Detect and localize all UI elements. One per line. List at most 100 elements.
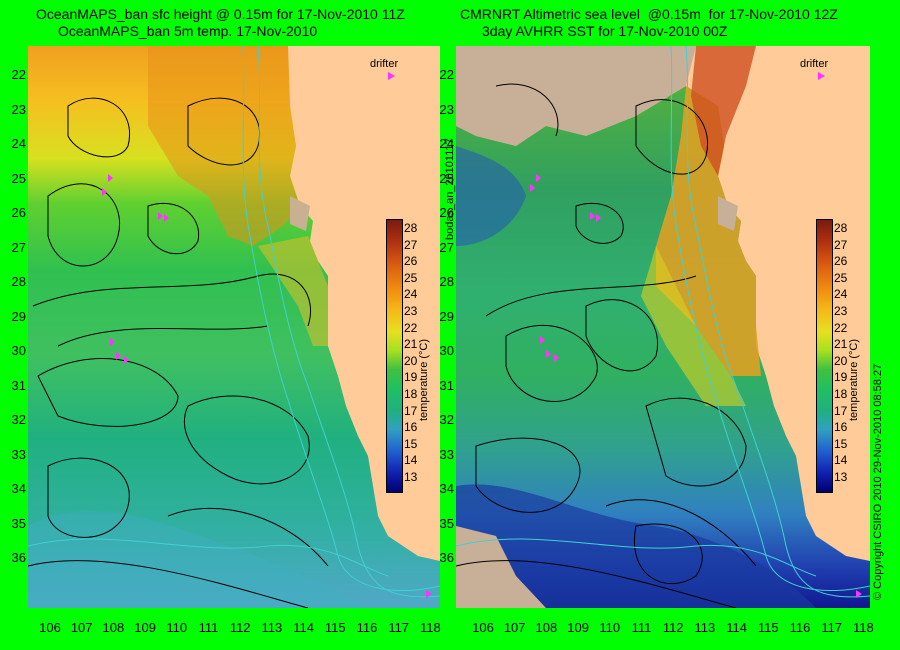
right-colorbar (816, 219, 833, 493)
right-y-tick-label: 29 (439, 308, 454, 324)
right-x-tick-label: 109 (567, 620, 589, 635)
right-y-tick-label: 30 (439, 343, 454, 358)
left-y-tick-label: 26 (11, 205, 26, 220)
left-y-tick-label: 31 (11, 377, 26, 393)
right-y-tick-label: 32 (439, 412, 454, 427)
left-y-tick-label: 30 (11, 343, 26, 358)
right-x-tick-label: 114 (726, 620, 747, 635)
right-x-tick-label: 117 (821, 620, 843, 635)
left-y-tick-label: 24 (11, 136, 26, 151)
right-nodata-top (456, 46, 696, 146)
right-nodata-sw (456, 526, 546, 608)
left-colorbar-tick: 15 (404, 436, 418, 451)
right-map-panel[interactable]: drifter 28 27 26 25 24 23 22 21 20 19 18 17 16 15 14 13… (456, 46, 870, 608)
left-x-tick-label: 112 (229, 620, 251, 635)
right-y-tick-label: 34 (439, 481, 454, 496)
left-colorbar-tick: 27 (404, 237, 418, 252)
right-colorbar-tick: 15 (834, 436, 848, 451)
right-colorbar-label: temperature (°C) (848, 338, 860, 421)
right-title-line2: 3day AVHRR SST for 17-Nov-2010 00Z (482, 23, 728, 39)
right-blue-west (456, 146, 526, 246)
left-drifter-markers (102, 72, 432, 598)
left-colorbar-tick: 14 (404, 453, 418, 468)
copyright-text: © Copyright CSIRO 2010 29-Nov-2010 08:58… (872, 363, 884, 600)
left-x-tick-label: 116 (356, 620, 378, 635)
left-y-tick-label: 22 (11, 67, 26, 82)
right-y-tick-label: 31 (439, 377, 454, 393)
left-x-tick-label: 113 (261, 620, 283, 635)
right-colorbar-tick: 24 (834, 287, 848, 302)
left-x-tick-label: 114 (293, 620, 314, 635)
right-y-tick-label: 25 (439, 170, 454, 186)
left-map-svg (28, 46, 440, 608)
right-colorbar-tick: 23 (834, 304, 848, 318)
right-x-tick-label: 110 (599, 620, 621, 635)
right-x-tick-label: 113 (694, 620, 716, 635)
right-height-contours (456, 83, 757, 608)
right-colorbar-tick: 26 (834, 254, 848, 269)
right-sea-area (456, 86, 870, 608)
right-drifter-label: drifter (800, 58, 829, 70)
left-y-tick-label: 36 (11, 550, 26, 565)
left-x-tick-label: 117 (388, 620, 410, 635)
right-colorbar-tick: 14 (834, 453, 848, 468)
right-y-tick-label: 36 (439, 550, 454, 565)
side-label: bodas_an_20101117 (444, 138, 456, 240)
right-x-tick-label: 111 (631, 620, 652, 635)
left-title-line2: OceanMAPS_ban 5m temp. 17-Nov-2010 (58, 23, 318, 39)
right-colorbar-tick: 16 (834, 420, 848, 435)
right-colorbar-tick: 22 (834, 320, 848, 335)
right-colorbar-tick: 27 (834, 237, 848, 252)
left-colorbar-tick: 19 (404, 370, 418, 385)
left-y-tick-label: 23 (11, 101, 26, 117)
left-y-tick-label: 29 (11, 308, 26, 324)
right-colorbar-tick: 21 (834, 337, 848, 352)
left-x-tick-label: 118 (420, 620, 441, 635)
left-height-contours (28, 97, 329, 608)
left-x-tick-label: 108 (102, 620, 125, 635)
right-title-line1: CMRNRT Altimetric sea level @0.15m for 1… (460, 6, 838, 22)
right-colorbar-tick: 20 (834, 353, 848, 368)
left-sea-area (28, 46, 440, 608)
right-y-tick-label: 28 (439, 274, 454, 289)
left-y-tick-label: 28 (11, 274, 26, 289)
left-colorbar-tick: 13 (404, 470, 418, 484)
right-island (718, 196, 738, 231)
left-drifter-label: drifter (370, 58, 399, 70)
left-colorbar-tick: 26 (404, 254, 418, 269)
right-x-tick-label: 116 (789, 620, 811, 635)
right-mid-yellow (641, 246, 746, 406)
left-bathymetry-contours (28, 46, 440, 598)
left-x-tick-label: 110 (166, 620, 188, 635)
right-colorbar-tick: 17 (834, 403, 848, 418)
right-y-tick-label: 24 (439, 136, 454, 151)
left-colorbar (386, 219, 403, 493)
right-y-tick-label: 22 (439, 67, 454, 82)
left-y-tick-label: 34 (11, 481, 26, 496)
right-x-tick-label: 106 (472, 620, 494, 635)
right-y-tick-label: 33 (439, 446, 454, 462)
left-colorbar-tick: 24 (404, 287, 418, 302)
left-y-tick-label: 27 (11, 239, 26, 255)
left-colorbar-label: temperature (°C) (418, 338, 430, 421)
right-colorbar-tick: 13 (834, 470, 848, 484)
left-x-tick-label: 111 (198, 620, 219, 635)
left-map-panel[interactable]: drifter 28 27 26 25 24 23 22 21 20 19 18 17 16 15 14 13… (28, 46, 440, 608)
left-x-tick-label: 109 (134, 620, 156, 635)
right-colorbar-tick: 25 (834, 270, 848, 285)
right-y-tick-label: 23 (439, 101, 454, 117)
left-island (290, 196, 310, 231)
left-y-tick-label: 32 (11, 412, 26, 427)
right-y-tick-label: 35 (439, 515, 454, 531)
left-colorbar-tick: 23 (404, 304, 418, 318)
right-colorbar-tick: 18 (834, 387, 848, 401)
right-x-tick-label: 115 (757, 620, 779, 635)
left-colorbar-tick: 28 (404, 221, 418, 235)
left-y-tick-label: 33 (11, 446, 26, 462)
left-x-tick-label: 107 (70, 620, 93, 635)
left-colorbar-tick: 22 (404, 320, 418, 335)
right-x-tick-label: 108 (535, 620, 558, 635)
left-colorbar-tick: 17 (404, 403, 418, 418)
left-y-tick-label: 35 (11, 515, 26, 531)
left-cool-patch (28, 511, 368, 608)
